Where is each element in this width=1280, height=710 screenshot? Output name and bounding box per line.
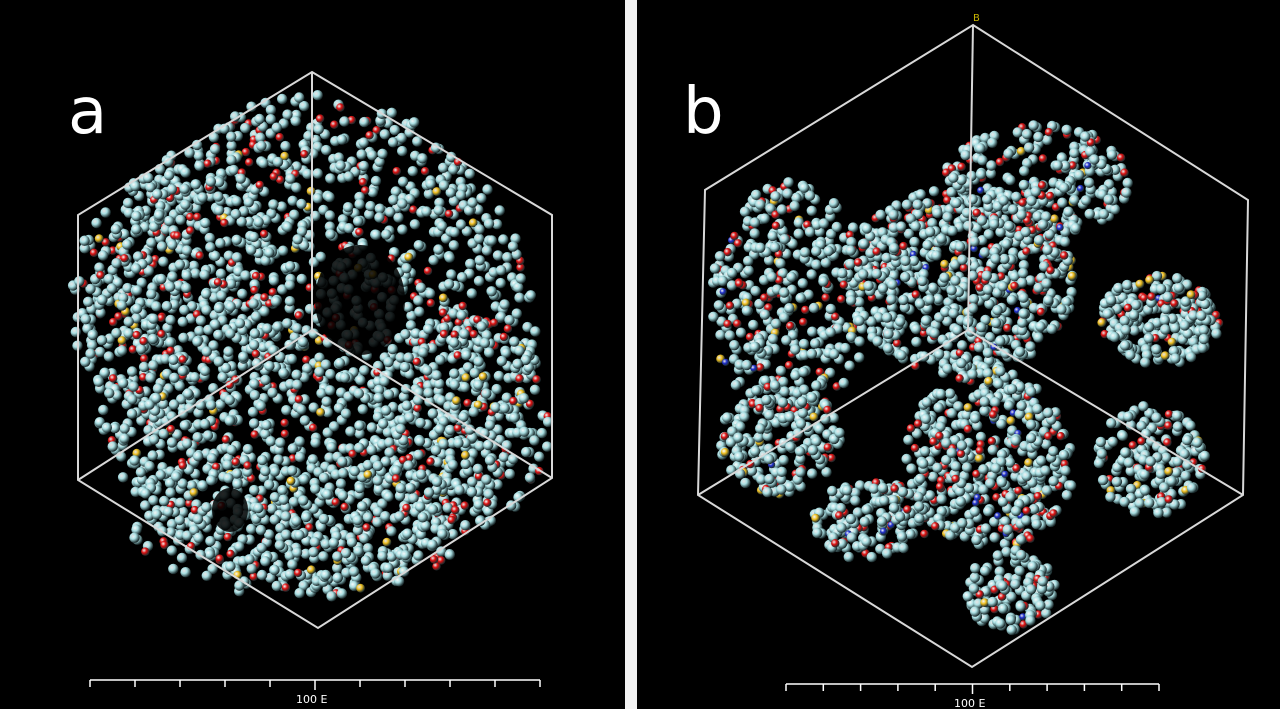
scale-bar-a-label: 100 E: [296, 693, 328, 706]
scale-bar-b-label: 100 E: [954, 697, 986, 710]
panel-a-label: a: [68, 75, 108, 149]
box-axis-label: B: [973, 13, 980, 24]
panel-b-label: b: [683, 75, 724, 149]
simulation-box-edges: [77, 23, 1250, 669]
atom-cloud: [67, 90, 1224, 636]
panel-divider: [625, 0, 637, 709]
scale-bars: [89, 679, 1160, 694]
